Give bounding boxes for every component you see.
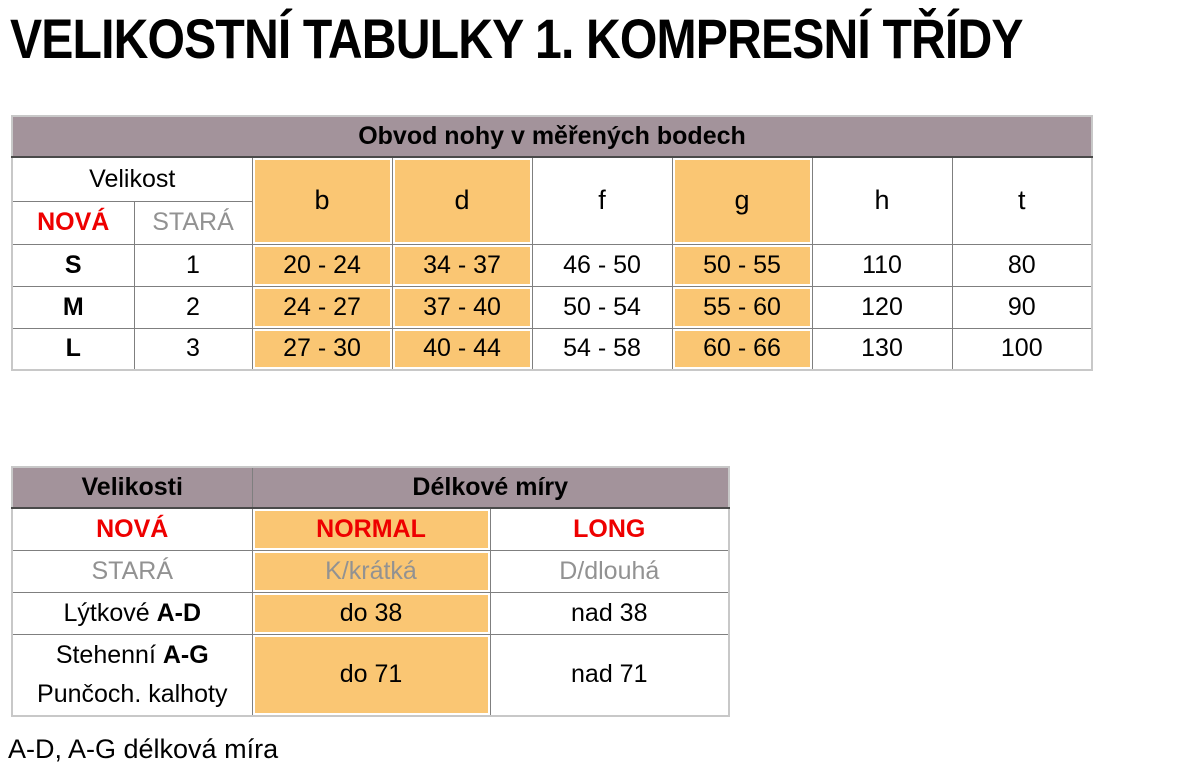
old-size-value: 2 [133,285,253,329]
product-type-prefix: Stehenní [55,641,163,669]
value-h: 120 [811,285,953,329]
value-d: 34 - 37 [391,243,533,287]
footnote: A-D, A-G délková míra [8,734,279,764]
length-measures-table: Velikosti Délkové míry NOVÁ NORMAL LONG … [11,466,730,717]
new-size-value: L [11,327,135,371]
new-size-value: M [11,285,135,329]
value-d: 37 - 40 [391,285,533,329]
normal-value: do 71 [251,633,491,717]
table1-caption: Obvod nohy v měřených bodech [11,115,1093,158]
old-long-label: D/dlouhá [489,549,730,593]
column-header-b: b [251,156,393,245]
value-t: 100 [951,327,1093,371]
long-label: LONG [489,507,730,551]
product-type-label: Lýtkové A-D [11,591,253,635]
old-size-value: 1 [133,243,253,287]
value-g: 55 - 60 [671,285,813,329]
product-type-line1: Stehenní A-G [13,636,252,675]
value-h: 110 [811,243,953,287]
value-g: 50 - 55 [671,243,813,287]
table-row-size-m: M 2 24 - 27 37 - 40 50 - 54 55 - 60 120 … [11,285,1093,329]
normal-value: do 38 [251,591,491,635]
table-row-calf: Lýtkové A-D do 38 nad 38 [11,591,730,635]
table2-lengths-header: Délkové míry [251,466,730,509]
value-b: 20 - 24 [251,243,393,287]
value-h: 130 [811,327,953,371]
product-type-prefix: Lýtkové [63,598,157,627]
value-f: 50 - 54 [531,285,673,329]
old-normal-label: K/krátká [251,549,491,593]
value-f: 46 - 50 [531,243,673,287]
long-value: nad 38 [489,591,730,635]
value-f: 54 - 58 [531,327,673,371]
product-type-range: A-D [156,598,202,627]
page-title: VELIKOSTNÍ TABULKY 1. KOMPRESNÍ TŘÍDY [10,7,1023,70]
old-size-label: STARÁ [133,200,253,245]
new-size-value: S [11,243,135,287]
value-t: 80 [951,243,1093,287]
leg-circumference-table: Obvod nohy v měřených bodech Velikost b … [11,115,1093,371]
value-b: 27 - 30 [251,327,393,371]
table-row-thigh: Stehenní A-G Punčoch. kalhoty do 71 nad … [11,633,730,717]
product-type-line2: Punčoch. kalhoty [37,679,228,708]
table-row-size-s: S 1 20 - 24 34 - 37 46 - 50 50 - 55 110 … [11,243,1093,287]
long-value: nad 71 [489,633,730,717]
size-header-cell: Velikost [11,156,253,202]
column-header-g: g [671,156,813,245]
table2-sizes-header: Velikosti [11,466,253,509]
new-label: NOVÁ [11,507,253,551]
table-row-size-l: L 3 27 - 30 40 - 44 54 - 58 60 - 66 130 … [11,327,1093,371]
old-label: STARÁ [11,549,253,593]
column-header-h: h [811,156,953,245]
column-header-d: d [391,156,533,245]
normal-label: NORMAL [251,507,491,551]
old-size-value: 3 [133,327,253,371]
value-d: 40 - 44 [391,327,533,371]
column-header-t: t [951,156,1093,245]
value-t: 90 [951,285,1093,329]
value-g: 60 - 66 [671,327,813,371]
value-b: 24 - 27 [251,285,393,329]
new-size-label: NOVÁ [11,200,135,245]
table-row-old: STARÁ K/krátká D/dlouhá [11,549,730,593]
product-type-label: Stehenní A-G Punčoch. kalhoty [11,633,253,717]
column-header-f: f [531,156,673,245]
table-row-new: NOVÁ NORMAL LONG [11,507,730,551]
product-type-range: A-G [162,641,209,669]
